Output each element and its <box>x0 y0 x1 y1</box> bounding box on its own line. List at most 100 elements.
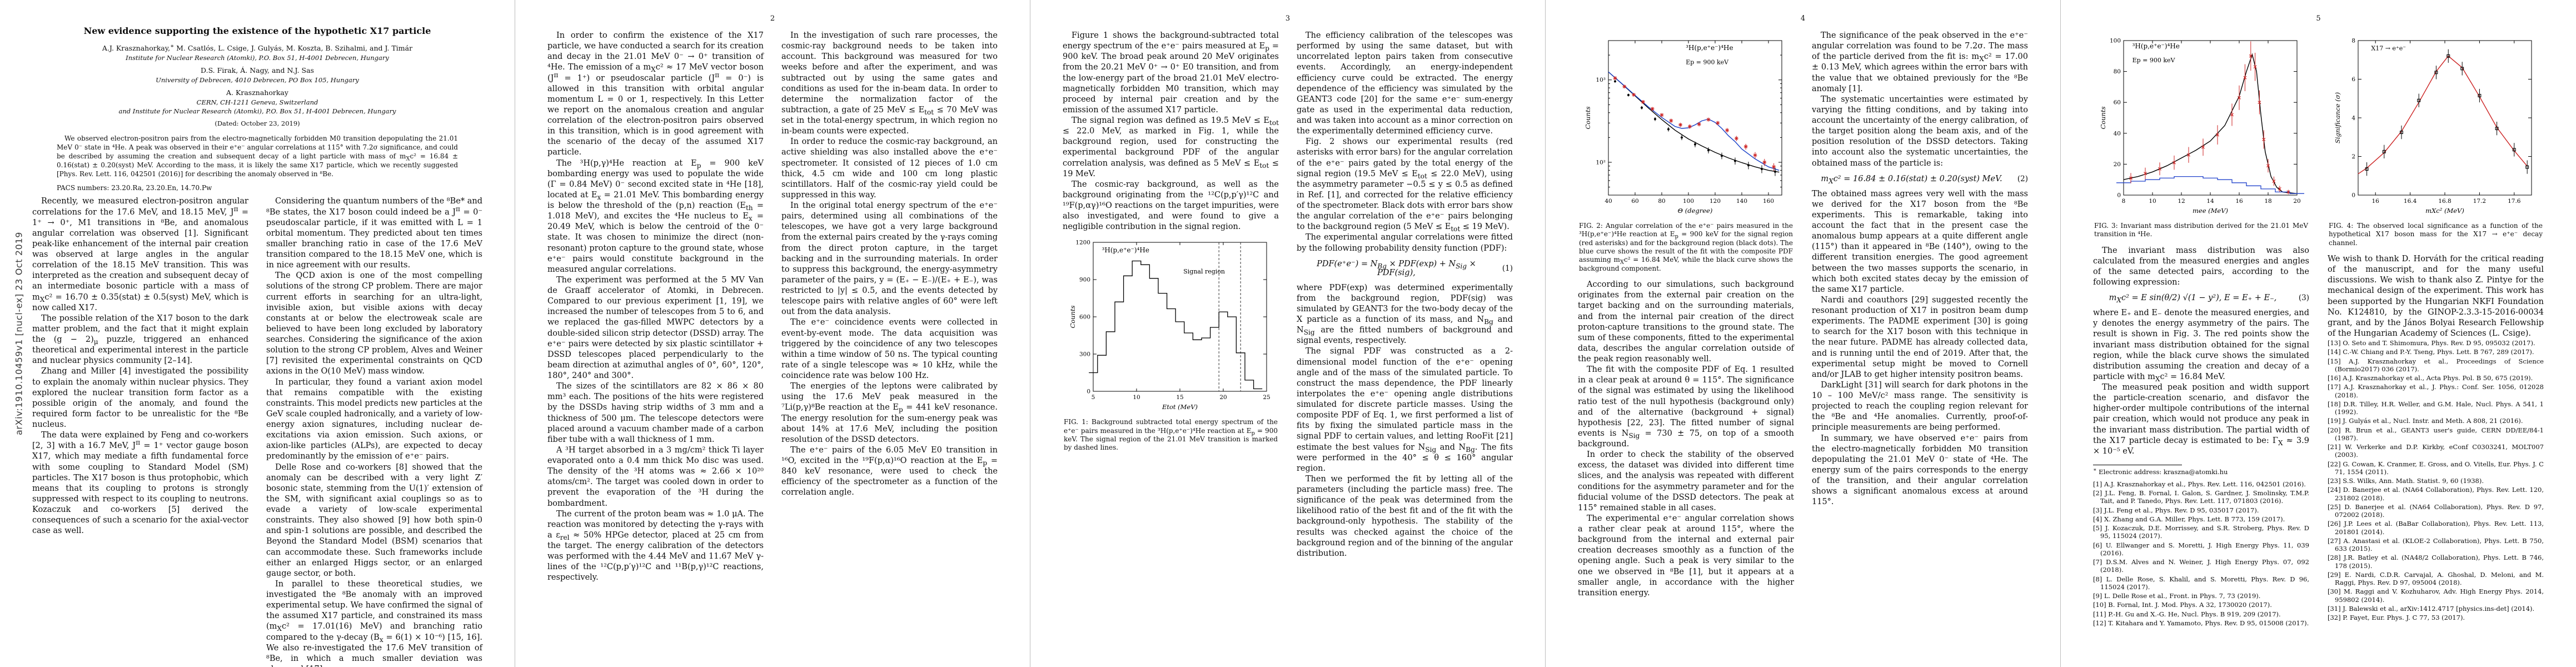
figure-caption: FIG. 4: The observed local significance … <box>2329 222 2543 247</box>
page-2: 2 In order to confirm the existence of t… <box>515 0 1030 667</box>
svg-text:mee (MeV): mee (MeV) <box>2192 207 2228 215</box>
paragraph: A ³H target absorbed in a 3 mg/cm² thick… <box>547 445 764 508</box>
svg-text:300: 300 <box>1079 351 1090 358</box>
authors-line-3: A. Krasznahorkay <box>226 88 288 97</box>
affiliation-3a: CERN, CH-1211 Geneva, Switzerland <box>196 98 318 106</box>
svg-text:40: 40 <box>2113 130 2120 137</box>
page-3: 3 Figure 1 shows the background-subtract… <box>1030 0 1546 667</box>
paragraph: In particular, they found a variant axio… <box>266 377 482 461</box>
page-5-column-2: 16 16.4 16.8 17.2 17.6 0 2 4 6 8 X17 → e⁺e⁻ mXc² (M… <box>2328 31 2544 628</box>
paragraph: Fig. 2 shows our experimental results (r… <box>1297 137 1513 233</box>
paragraph: The efficiency calibration of the telesc… <box>1297 31 1513 136</box>
paragraph: In parallel to these theoretical studies… <box>266 579 482 667</box>
two-column-layout: In order to confirm the existence of the… <box>547 31 998 584</box>
figure-caption: FIG. 3: Invariant mass distribution deri… <box>2094 222 2308 238</box>
paper-header: New evidence supporting the existence of… <box>32 26 482 192</box>
svg-text:Ep = 900 keV: Ep = 900 keV <box>2132 57 2175 64</box>
reference-item: [16] A.J. Krasznahorkay et al., Acta Phy… <box>2328 374 2533 382</box>
svg-text:5: 5 <box>1091 394 1095 401</box>
svg-text:8: 8 <box>2121 198 2125 205</box>
reference-list: [13] O. Seto and T. Shimomura, Phys. Rev… <box>2328 339 2544 621</box>
equation-body: PDF(e⁺e⁻) = NBg × PDF(exp) + NSig × PDF(… <box>1317 259 1476 277</box>
svg-text:17.6: 17.6 <box>2508 198 2521 205</box>
svg-text:18: 18 <box>2264 198 2271 205</box>
svg-text:17.2: 17.2 <box>2473 198 2485 205</box>
paragraph: Zhang and Miller [4] investigated the po… <box>32 367 248 430</box>
page-1-column-1: Recently, we measured electron-positron … <box>32 196 248 667</box>
paragraph: The possible relation of the X17 boson t… <box>32 313 248 366</box>
svg-text:Ep = 900 keV: Ep = 900 keV <box>1686 59 1729 66</box>
paragraph: The cosmic-ray background, as well as th… <box>1063 180 1279 232</box>
date-line: (Dated: October 23, 2019) <box>215 120 300 127</box>
page-3-column-2: The efficiency calibration of the telesc… <box>1297 31 1513 559</box>
paragraph: The systematic uncertainties were estima… <box>1812 94 2028 168</box>
svg-text:40: 40 <box>1605 198 1612 205</box>
paragraph: In summary, we have observed e⁺e⁻ pairs … <box>1812 434 2028 507</box>
paragraph: In order to check the stability of the o… <box>1578 450 1794 512</box>
figure-1-total-energy-spectrum: 5 10 15 20 25 0 300 600 900 1200 ³H(p,e⁺e⁻)⁴He Sign… <box>1063 236 1279 414</box>
page-number: 3 <box>1285 14 1291 23</box>
figure-1-total-energy-spectrum-svg: 5 10 15 20 25 0 300 600 900 1200 ³H(p,e⁺e⁻)⁴He Sign… <box>1069 240 1270 411</box>
svg-text:Significance (σ): Significance (σ) <box>2334 92 2341 143</box>
page-4-column-2: The significance of the peak observed in… <box>1812 31 2028 599</box>
svg-text:8: 8 <box>2351 38 2355 44</box>
svg-text:Etot (MeV): Etot (MeV) <box>1161 403 1197 411</box>
svg-text:10³: 10³ <box>1596 77 1606 83</box>
paragraph: According to our simulations, such backg… <box>1578 280 1794 364</box>
authors-line-2: D.S. Firak, Á. Nagy, and N.J. Sas <box>201 66 314 74</box>
svg-text:Counts: Counts <box>1584 106 1592 129</box>
figure-3-invariant-mass: 8 10 12 14 16 18 20 0 20 40 60 80 100 ³H(p,e⁺e⁻)⁴He Ep… <box>2093 34 2309 217</box>
page-1: arXiv:1910.10459v1 [nucl-ex] 23 Oct 2019… <box>0 0 515 667</box>
svg-text:mXc² (MeV): mXc² (MeV) <box>2425 207 2464 215</box>
reference-item: [30] M. Raggi and V. Kozhuharov, Adv. Hi… <box>2328 588 2544 604</box>
paragraph: Figure 1 shows the background-subtracted… <box>1063 31 1279 115</box>
page-5: 5 8 10 12 14 16 18 20 0 20 40 60 80 100 ³H(p,e⁺e⁻)⁴He… <box>2061 0 2576 667</box>
figure-caption: FIG. 2: Angular correlation of the e⁺e⁻ … <box>1579 222 1793 272</box>
paragraph: The obtained mass agrees very well with … <box>1812 189 2028 294</box>
paragraph: Then we performed the fit by letting all… <box>1297 474 1513 558</box>
equation-number: (1) <box>1502 263 1513 273</box>
svg-text:120: 120 <box>1709 198 1720 205</box>
affiliation-3b: and Institute for Nuclear Research (Atom… <box>118 107 396 115</box>
svg-text:12: 12 <box>2178 198 2185 205</box>
affiliation-1: Institute for Nuclear Research (Atomki),… <box>126 54 389 62</box>
reference-item: [17] A.J. Krasznahorkay et al., J. Phys.… <box>2328 383 2544 399</box>
reference-list: [1] A.J. Krasznahorkay et al., Phys. Rev… <box>2093 480 2309 627</box>
svg-text:16.4: 16.4 <box>2403 198 2416 205</box>
svg-text:1200: 1200 <box>1075 240 1090 246</box>
svg-text:80: 80 <box>2113 68 2120 75</box>
two-column-layout: 40 60 80 100 120 140 160 10² 10³ ³H(p,e⁺e⁻)⁴He Ep … <box>1578 31 2028 599</box>
reference-item: [5] J. Kozaczuk, D.E. Morrissey, and S.R… <box>2093 524 2309 540</box>
page-number: 4 <box>1800 14 1806 23</box>
svg-text:Counts: Counts <box>1069 306 1077 328</box>
affiliation-2: University of Debrecen, 4010 Debrecen, P… <box>156 76 359 84</box>
equation-number: (3) <box>2298 293 2309 303</box>
svg-text:4: 4 <box>2351 115 2355 122</box>
svg-text:³H(p,e⁺e⁻)⁴He: ³H(p,e⁺e⁻)⁴He <box>1102 246 1149 254</box>
footnote: ∗ Electronic address: kraszna@atomki.hu <box>2093 467 2228 476</box>
paragraph: The measured peak position and width sup… <box>2093 383 2310 456</box>
svg-text:60: 60 <box>2113 99 2120 106</box>
svg-text:20: 20 <box>2293 198 2300 205</box>
svg-text:X17 → e⁺e⁻: X17 → e⁺e⁻ <box>2371 44 2406 52</box>
paragraph: The experiment was performed at the 5 MV… <box>547 275 764 380</box>
reference-item: [26] J.P. Lees et al. (BaBar Collaborati… <box>2328 520 2544 536</box>
reference-item: [9] L. Delle Rose et al., Front. in Phys… <box>2093 592 2261 600</box>
paragraph: The e⁺e⁻ coincidence events were collect… <box>781 318 998 380</box>
two-column-layout: Figure 1 shows the background-subtracted… <box>1063 31 1513 559</box>
svg-text:Counts: Counts <box>2099 106 2107 129</box>
svg-text:14: 14 <box>2206 198 2214 205</box>
page-3-column-1: Figure 1 shows the background-subtracted… <box>1063 31 1279 559</box>
svg-text:20: 20 <box>2113 161 2120 168</box>
reference-item: [6] U. Ellwanger and S. Moretti, J. High… <box>2093 541 2309 557</box>
page-2-column-1: In order to confirm the existence of the… <box>547 31 764 584</box>
page-2-column-2: In the investigation of such rare proces… <box>781 31 998 584</box>
paragraph: In order to reduce the cosmic-ray backgr… <box>781 137 998 200</box>
paragraph: The fit with the composite PDF of Eq. 1 … <box>1578 365 1794 449</box>
reference-item: [31] J. Balewski et al., arXiv:1412.4717… <box>2328 604 2535 613</box>
reference-item: [23] S.S. Wilks, Ann. Math. Statist. 9, … <box>2328 477 2484 485</box>
svg-text:16: 16 <box>2235 198 2243 205</box>
svg-text:60: 60 <box>1631 198 1638 205</box>
paragraph: In the investigation of such rare proces… <box>781 31 998 136</box>
equation-body: mXc² = 16.84 ± 0.16(stat) ± 0.20(syst) M… <box>1821 174 2002 185</box>
